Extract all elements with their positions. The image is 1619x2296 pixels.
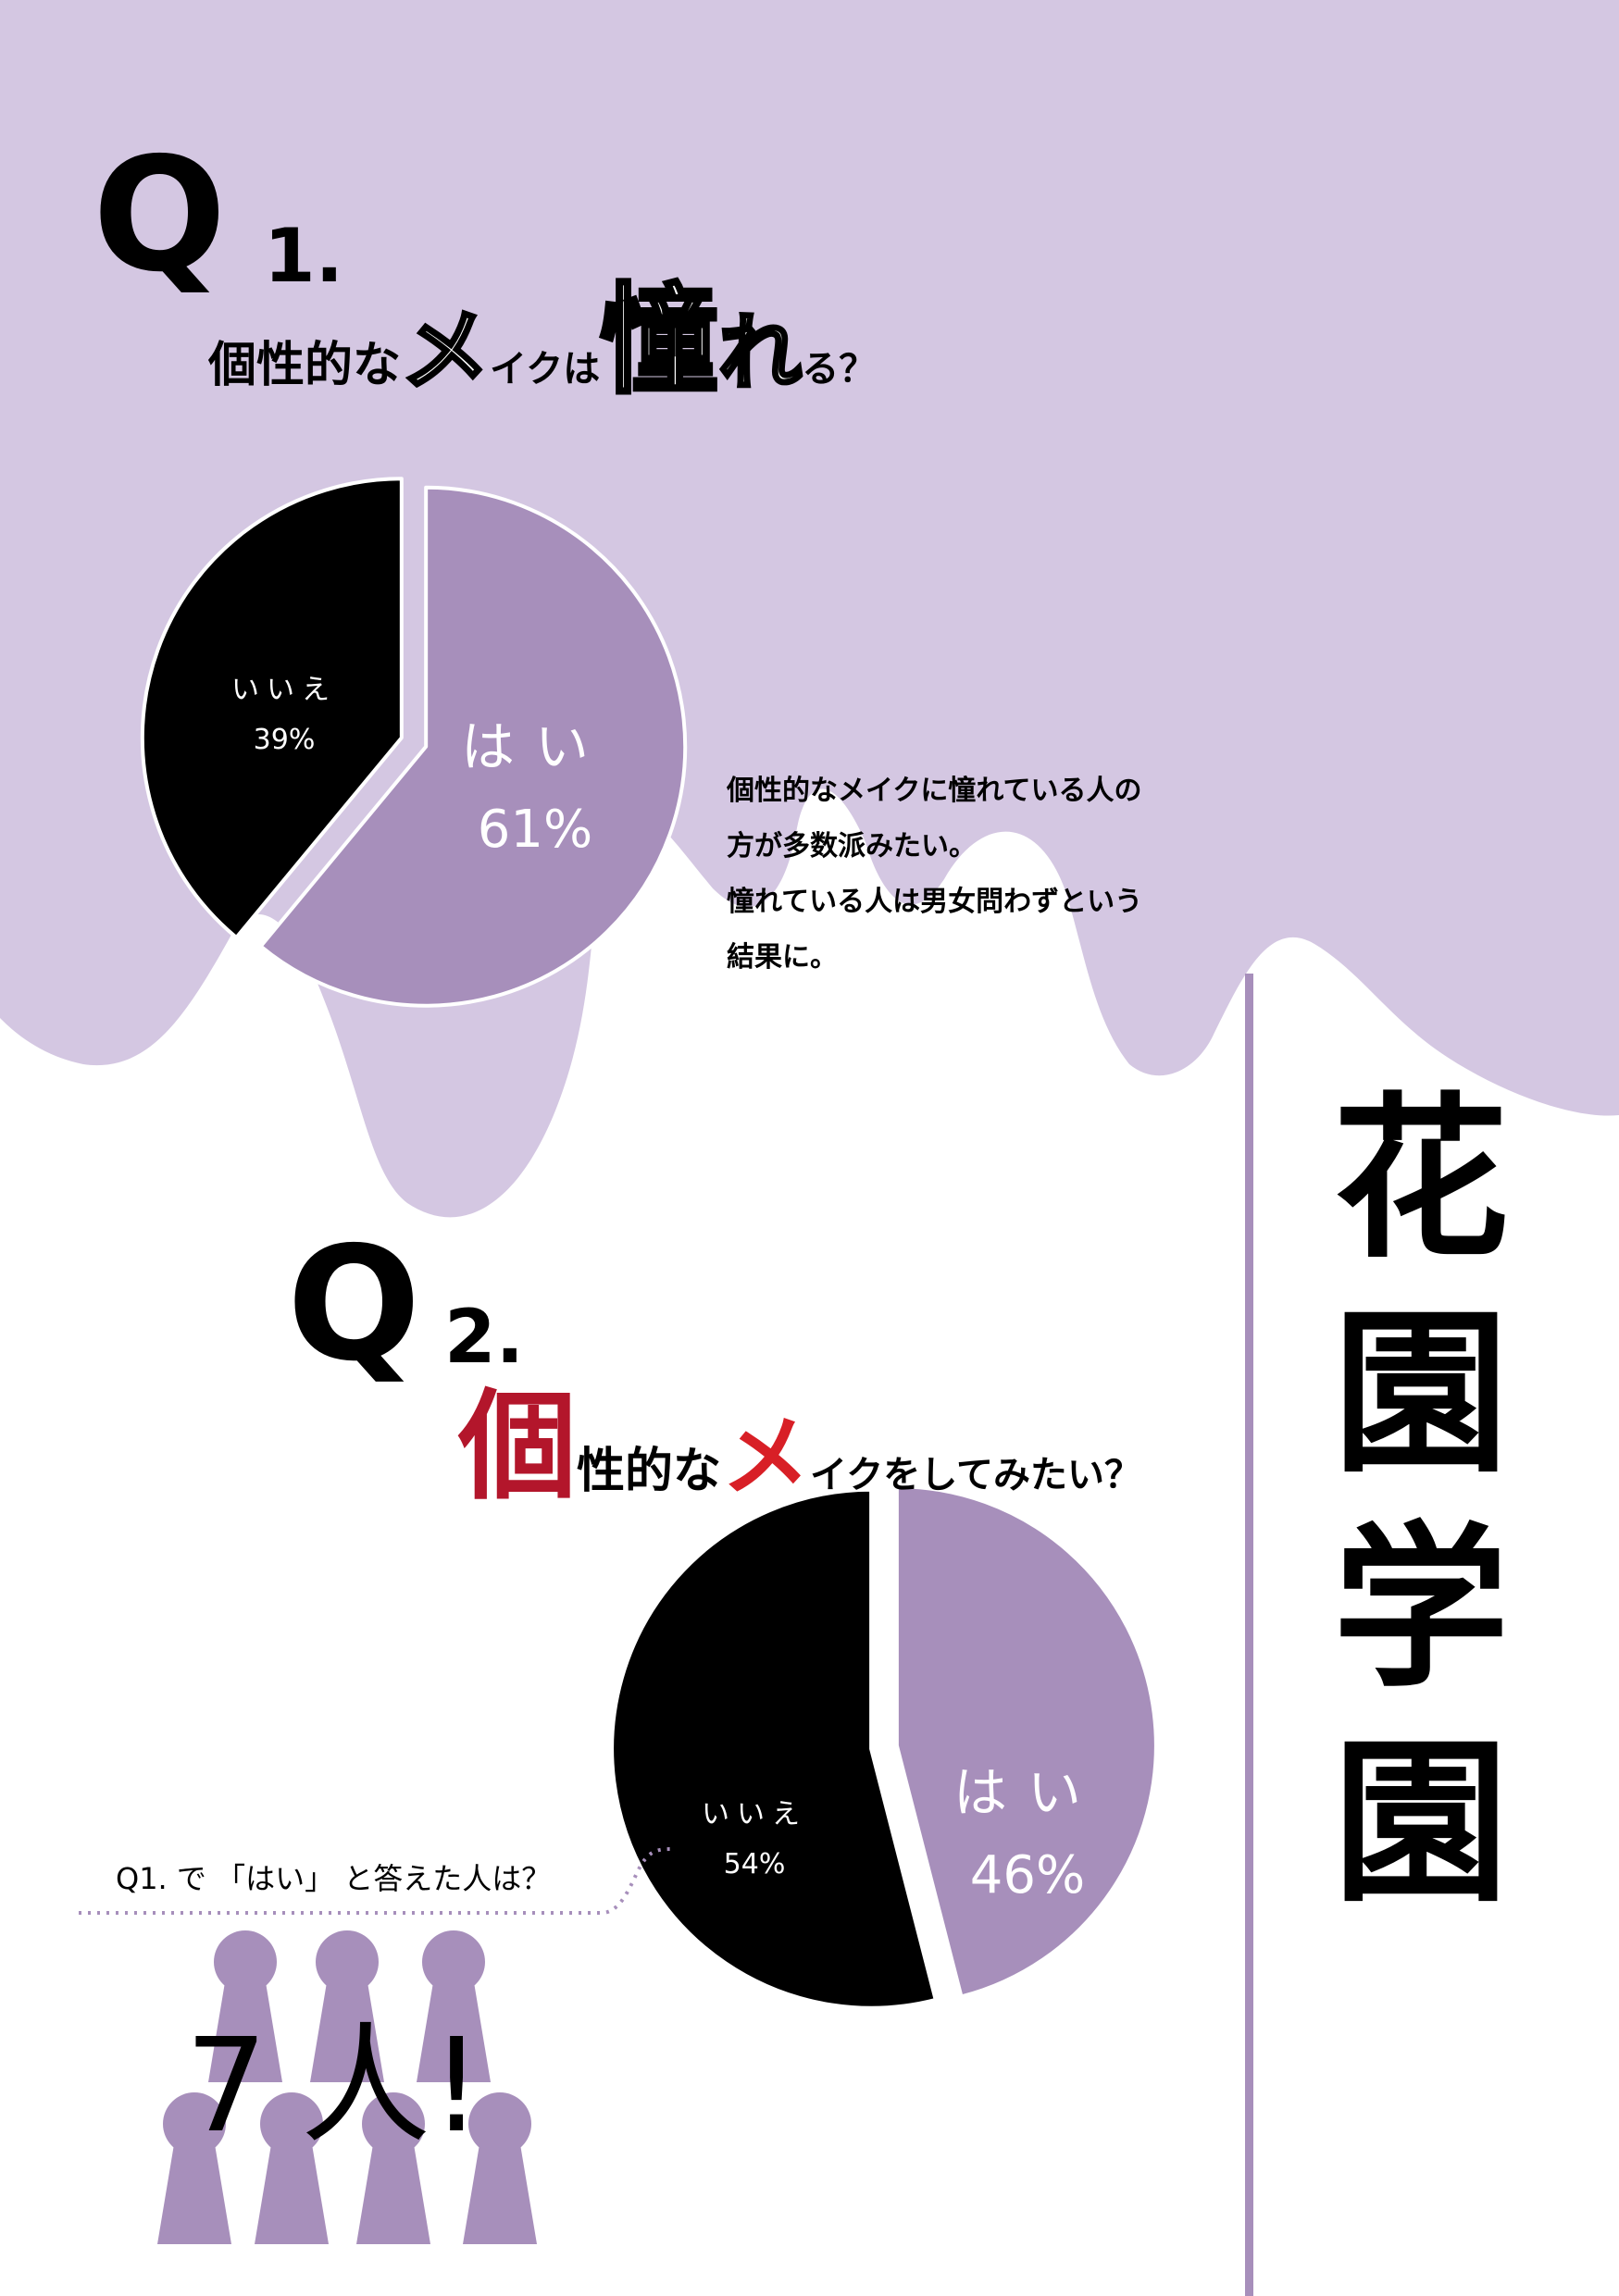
pie-slice-yes <box>258 485 688 1008</box>
q1-question-part: 個性的な <box>208 338 402 393</box>
q2-heading-q: Q <box>287 1213 421 1396</box>
q1-description: 個性的なメイクに憧れている人の 方が多数派みたい。 憧れている人は男女問わずとい… <box>727 777 1142 999</box>
vertical-title: 花 園 学 園 <box>1328 1092 1513 1951</box>
q2-question-part-me: メ <box>721 1405 811 1508</box>
q2-label-no-text: いいえ <box>702 1798 807 1831</box>
q1-question-part-akogare: 憧 <box>598 272 720 410</box>
q1-description-line: 結果に。 <box>727 941 838 974</box>
person-icon <box>208 1930 282 2082</box>
person-icon <box>157 2092 231 2244</box>
q1-question-part-me: メ <box>399 299 492 403</box>
pie-slice-no <box>140 477 404 939</box>
note-answer-text: 人! <box>301 2011 483 2162</box>
pie-slice-no <box>610 1487 938 2010</box>
q1-description-line: 個性的なメイクに憧れている人の <box>727 775 1142 807</box>
people-figures <box>157 1930 537 2244</box>
person-icon <box>255 2092 329 2244</box>
q2-label-yes: はい 46% <box>953 1749 1102 1905</box>
q2-label-yes-text: はい <box>953 1761 1102 1824</box>
dotted-pointer-line <box>79 1847 672 1915</box>
q2-label-no: いいえ 54% <box>702 1791 807 1880</box>
q1-label-no-text: いいえ <box>231 674 337 706</box>
q1-label-no: いいえ 39% <box>231 666 337 756</box>
note-question: Q1. で 「はい」 と答えた人は？ <box>116 1861 552 1896</box>
q1-heading-q: Q <box>93 124 227 307</box>
person-icon <box>356 2092 430 2244</box>
q1-label-yes: はい 61% <box>461 703 609 860</box>
q2-question-part: 性的な <box>577 1444 722 1499</box>
q1-heading-number: 1. <box>264 213 344 299</box>
vertical-divider <box>1245 974 1253 2296</box>
pie-slice-yes <box>894 1484 1158 1999</box>
q1-question-part-re: れ <box>716 304 803 402</box>
q1-label-no-percent: 39% <box>253 724 316 756</box>
title-char: 学 <box>1332 1507 1509 1711</box>
q2-question-part-ko: 個 <box>458 1378 578 1516</box>
pie-chart-q1 <box>140 477 688 1008</box>
q1-description-line: 憧れている人は男女問わずという <box>727 886 1143 918</box>
pie-chart-q2 <box>610 1484 1158 2010</box>
q2-question-part: イクをしてみたい？ <box>810 1454 1142 1496</box>
q2-question: 個性的なメイクをしてみたい？ <box>458 1388 1141 1507</box>
q1-label-yes-percent: 61% <box>477 800 593 860</box>
q2-label-no-percent: 54% <box>723 1848 786 1880</box>
title-char: 園 <box>1332 1721 1509 1926</box>
q1-description-line: 方が多数派みたい。 <box>727 830 977 863</box>
person-icon <box>463 2092 537 2244</box>
title-char: 園 <box>1332 1292 1509 1496</box>
title-char: 花 <box>1332 1077 1509 1282</box>
q1-question-part: る？ <box>802 348 877 391</box>
person-icon <box>310 1930 384 2082</box>
q1-question: 個性的なメイクは憧れる？ <box>208 272 877 410</box>
q1-question-part: イクは <box>490 348 601 391</box>
q2-label-yes-percent: 46% <box>969 1845 1086 1905</box>
note-answer-number: 7 <box>185 2011 268 2162</box>
q2-heading-number: 2. <box>444 1294 525 1380</box>
q1-label-yes-text: はい <box>461 715 610 778</box>
person-icon <box>417 1930 491 2082</box>
